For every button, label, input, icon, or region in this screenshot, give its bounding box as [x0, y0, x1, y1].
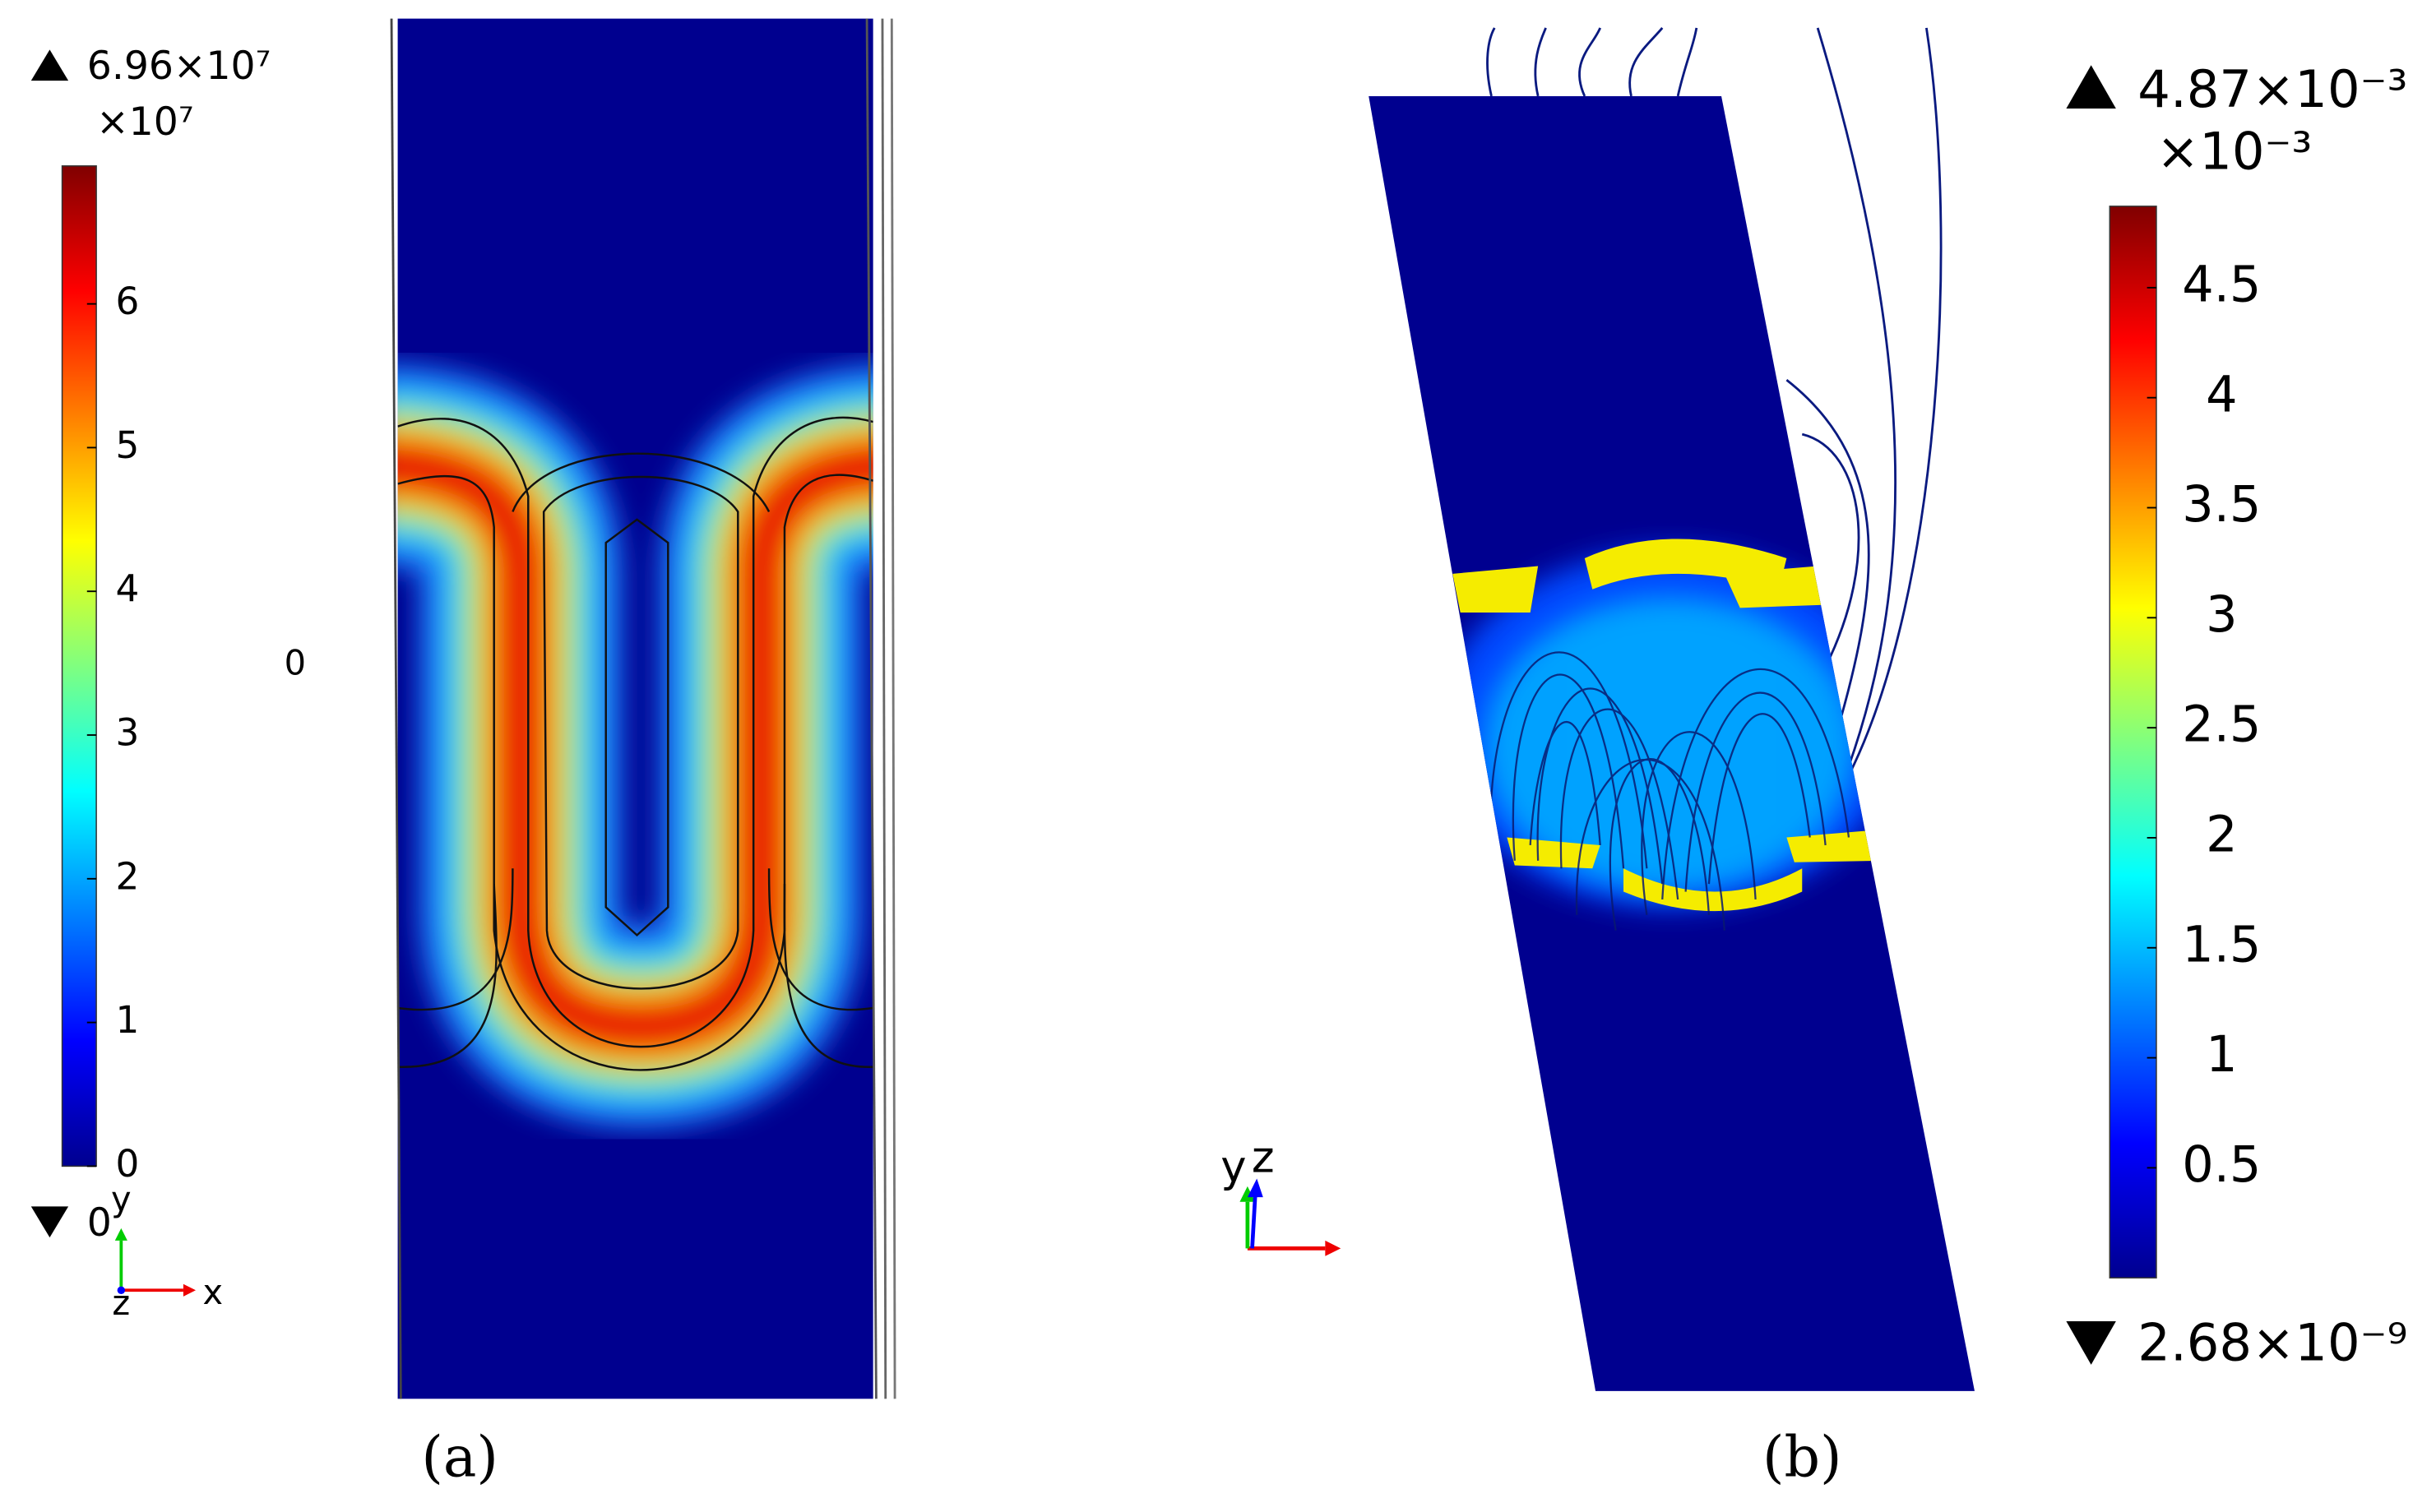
min-marker — [30, 1206, 69, 1238]
colorbar-tick-label: 4 — [115, 567, 139, 611]
colorbar-tick-label: 3 — [2206, 586, 2237, 644]
min-marker — [2066, 1321, 2116, 1365]
axis-label: z — [112, 1283, 130, 1323]
colorbar-multiplier: ×10⁻³ — [2156, 122, 2312, 182]
colorbar — [2109, 206, 2157, 1278]
colorbar-tick-label: 0.5 — [2182, 1136, 2261, 1194]
colorbar-tick-label: 3.5 — [2182, 476, 2261, 534]
colorbar-tick-label: 2.5 — [2182, 696, 2261, 754]
panel-label: (b) — [1762, 1426, 1842, 1491]
colorbar-tick-label: 6 — [115, 280, 139, 323]
panel-label: (a) — [421, 1426, 498, 1491]
side-label: 0 — [285, 643, 306, 683]
colorbar-tick-label: 1 — [115, 998, 139, 1042]
max-marker — [30, 49, 69, 81]
axis-triad-b — [1239, 1178, 1341, 1256]
colorbar-tick-label: 4.5 — [2182, 257, 2261, 314]
max-marker — [2066, 65, 2116, 109]
colorbar-max-label: 6.96×10⁷ — [87, 44, 271, 89]
colorbar-tick-label: 1 — [2206, 1026, 2237, 1084]
colorbar-tick-label: 2 — [2206, 807, 2237, 864]
colorbar-tick-label: 4 — [2206, 366, 2237, 423]
colorbar-tick-label: 3 — [115, 711, 139, 755]
colorbar-tick-label: 1.5 — [2182, 916, 2261, 973]
colorbar-min-label: 0 — [87, 1200, 112, 1246]
colorbar-max-label: 4.87×10⁻³ — [2137, 59, 2407, 119]
colorbar-min-label: 2.68×10⁻⁹ — [2137, 1312, 2407, 1372]
colorbar-tick-label: 5 — [115, 423, 139, 467]
colorbar-tick-label: 0 — [115, 1142, 139, 1186]
axis-label: z — [1252, 1133, 1275, 1183]
colorbar-tick-label: 2 — [115, 854, 139, 898]
axis-label: x — [202, 1272, 223, 1312]
axis-label: y — [1220, 1142, 1246, 1192]
axis-label: y — [111, 1179, 132, 1219]
colorbar — [61, 165, 97, 1168]
axis-triad-a — [114, 1228, 197, 1297]
colorbar-multiplier: ×10⁷ — [96, 99, 194, 145]
field-plot-a — [390, 18, 896, 1399]
field-plot-b — [1369, 27, 1975, 1391]
